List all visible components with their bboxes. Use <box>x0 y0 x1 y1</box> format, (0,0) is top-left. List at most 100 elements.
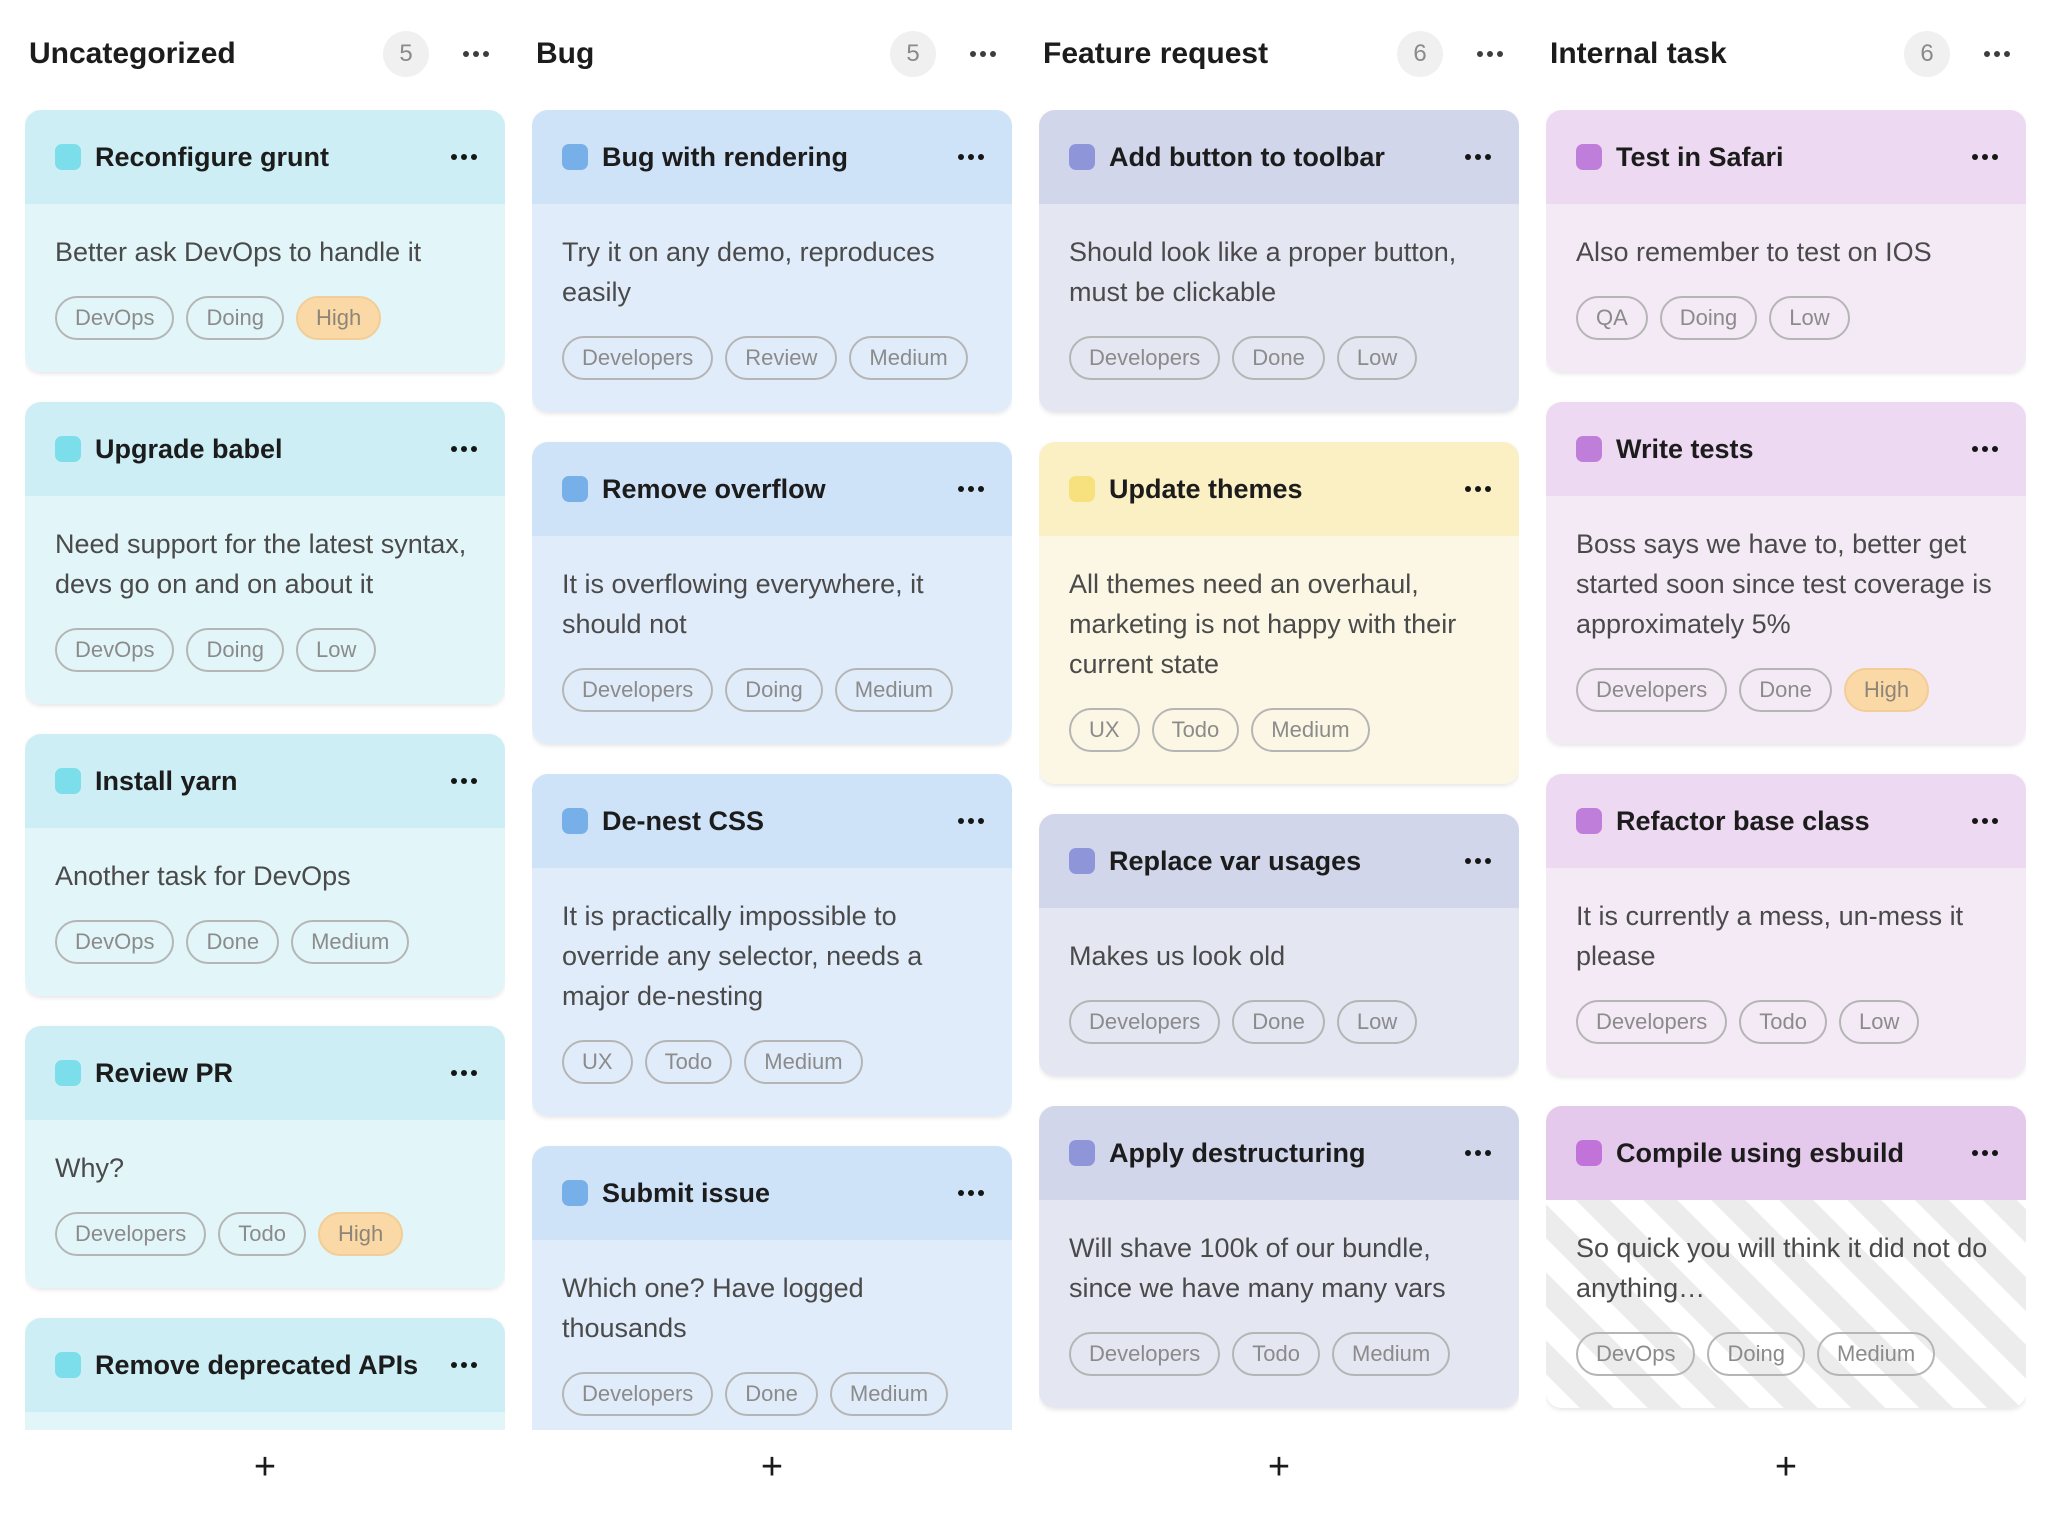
card-color-square-icon <box>1576 144 1602 170</box>
card-color-square-icon <box>1576 808 1602 834</box>
task-card[interactable]: Bug with rendering Try it on any demo, r… <box>532 110 1012 412</box>
card-menu-button[interactable] <box>1970 810 2000 832</box>
card-menu-button[interactable] <box>956 1182 986 1204</box>
tag-pill: DevOps <box>55 628 175 672</box>
task-card[interactable]: Reconfigure grunt Better ask DevOps to h… <box>25 110 505 372</box>
tag-pill: Low <box>1336 336 1418 380</box>
card-menu-button[interactable] <box>1970 1142 2000 1164</box>
add-card-button[interactable]: + <box>25 1444 505 1490</box>
card-color-square-icon <box>562 144 588 170</box>
task-card[interactable]: Update themes All themes need an overhau… <box>1039 442 1519 784</box>
column-menu-button[interactable] <box>968 43 998 65</box>
task-card[interactable]: Test in Safari Also remember to test on … <box>1546 110 2026 372</box>
plus-icon: + <box>253 1446 277 1488</box>
task-card-body: Try it on any demo, reproduces easily De… <box>532 204 1012 412</box>
task-card[interactable]: Compile using esbuild So quick you will … <box>1546 1106 2026 1408</box>
card-menu-button[interactable] <box>956 810 986 832</box>
column-menu-button[interactable] <box>1982 43 2012 65</box>
card-menu-button[interactable] <box>956 478 986 500</box>
card-tags: Developers Todo Medium <box>1069 1332 1489 1376</box>
card-color-square-icon <box>55 144 81 170</box>
column-header: Internal task 6 <box>1546 30 2026 78</box>
card-description: Should look like a proper button, must b… <box>1069 237 1457 307</box>
card-color-square-icon <box>1069 1140 1095 1166</box>
add-card-button[interactable]: + <box>1039 1444 1519 1490</box>
card-menu-button[interactable] <box>449 146 479 168</box>
task-card[interactable]: Replace var usages Makes us look old Dev… <box>1039 814 1519 1076</box>
card-tags: DevOps Doing Medium <box>1576 1332 1996 1376</box>
task-card[interactable]: Review PR Why? Developers Todo High <box>25 1026 505 1288</box>
add-card-button[interactable]: + <box>532 1444 1012 1490</box>
card-menu-button[interactable] <box>1463 478 1493 500</box>
tag-pill: Low <box>295 628 377 672</box>
tag-pill: Developers <box>1069 1332 1221 1376</box>
card-tags: Developers Done Low <box>1069 1000 1489 1044</box>
add-card-button[interactable]: + <box>1546 1444 2026 1490</box>
card-tags: Developers Todo Low <box>1576 1000 1996 1044</box>
card-menu-button[interactable] <box>449 770 479 792</box>
card-color-square-icon <box>562 476 588 502</box>
card-tags: QA Doing Low <box>1576 296 1996 340</box>
card-menu-button[interactable] <box>1463 1142 1493 1164</box>
task-card-header: Compile using esbuild <box>1546 1106 2026 1200</box>
tag-pill: Done <box>186 920 280 964</box>
tag-pill: Developers <box>562 668 714 712</box>
tag-pill: Doing <box>186 628 284 672</box>
task-card[interactable]: Submit issue Which one? Have logged thou… <box>532 1146 1012 1430</box>
column-menu-button[interactable] <box>461 43 491 65</box>
column-header: Bug 5 <box>532 30 1012 78</box>
card-menu-button[interactable] <box>1463 146 1493 168</box>
task-card-header: Install yarn <box>25 734 505 828</box>
card-menu-button[interactable] <box>449 438 479 460</box>
plus-icon: + <box>760 1446 784 1488</box>
column-header-actions: 5 <box>383 31 491 77</box>
card-title: Write tests <box>1616 433 1754 464</box>
card-menu-button[interactable] <box>1463 850 1493 872</box>
task-card-header: De-nest CSS <box>532 774 1012 868</box>
card-color-square-icon <box>1576 436 1602 462</box>
card-color-square-icon <box>1069 476 1095 502</box>
task-card[interactable]: Write tests Boss says we have to, better… <box>1546 402 2026 744</box>
card-title: Replace var usages <box>1109 845 1362 876</box>
card-menu-button[interactable] <box>449 1354 479 1376</box>
ellipsis-icon <box>1972 154 1998 160</box>
card-tags: UX Todo Medium <box>1069 708 1489 752</box>
tag-pill: Developers <box>1576 1000 1728 1044</box>
column-count-badge: 6 <box>1397 31 1443 77</box>
task-card-body: Also remember to test on IOS QA Doing Low <box>1546 204 2026 372</box>
ellipsis-icon <box>451 446 477 452</box>
card-description: Need support for the latest syntax, devs… <box>55 529 467 599</box>
card-title: Refactor base class <box>1616 805 1870 836</box>
card-menu-button[interactable] <box>449 1062 479 1084</box>
card-menu-button[interactable] <box>1970 146 2000 168</box>
ellipsis-icon <box>958 818 984 824</box>
task-card-body: Another task for DevOps DevOps Done Medium <box>25 828 505 996</box>
task-card[interactable]: Install yarn Another task for DevOps Dev… <box>25 734 505 996</box>
card-description: Also remember to test on IOS <box>1576 237 1932 267</box>
task-card[interactable]: De-nest CSS It is practically impossible… <box>532 774 1012 1116</box>
card-title: Submit issue <box>602 1177 771 1208</box>
card-description: So quick you will think it did not do an… <box>1576 1233 1988 1303</box>
card-title: Add button to toolbar <box>1109 141 1385 172</box>
task-card[interactable]: Add button to toolbar Should look like a… <box>1039 110 1519 412</box>
task-card[interactable]: Remove deprecated APIs <box>25 1318 505 1430</box>
card-menu-button[interactable] <box>1970 438 2000 460</box>
task-card[interactable]: Upgrade babel Need support for the lates… <box>25 402 505 704</box>
task-card-body: It is practically impossible to override… <box>532 868 1012 1116</box>
ellipsis-icon <box>1972 446 1998 452</box>
card-description: It is overflowing everywhere, it should … <box>562 569 924 639</box>
task-card-body: All themes need an overhaul, marketing i… <box>1039 536 1519 784</box>
task-card-header: Apply destructuring <box>1039 1106 1519 1200</box>
column-menu-button[interactable] <box>1475 43 1505 65</box>
card-description: Which one? Have logged thousands <box>562 1273 864 1343</box>
task-card[interactable]: Refactor base class It is currently a me… <box>1546 774 2026 1076</box>
ellipsis-icon <box>970 51 996 57</box>
task-card[interactable]: Apply destructuring Will shave 100k of o… <box>1039 1106 1519 1408</box>
tag-pill: Todo <box>1151 708 1240 752</box>
plus-icon: + <box>1267 1446 1291 1488</box>
card-tags: Developers Done High <box>1576 668 1996 712</box>
card-menu-button[interactable] <box>956 146 986 168</box>
task-card[interactable]: Remove overflow It is overflowing everyw… <box>532 442 1012 744</box>
task-card-body: It is currently a mess, un-mess it pleas… <box>1546 868 2026 1076</box>
